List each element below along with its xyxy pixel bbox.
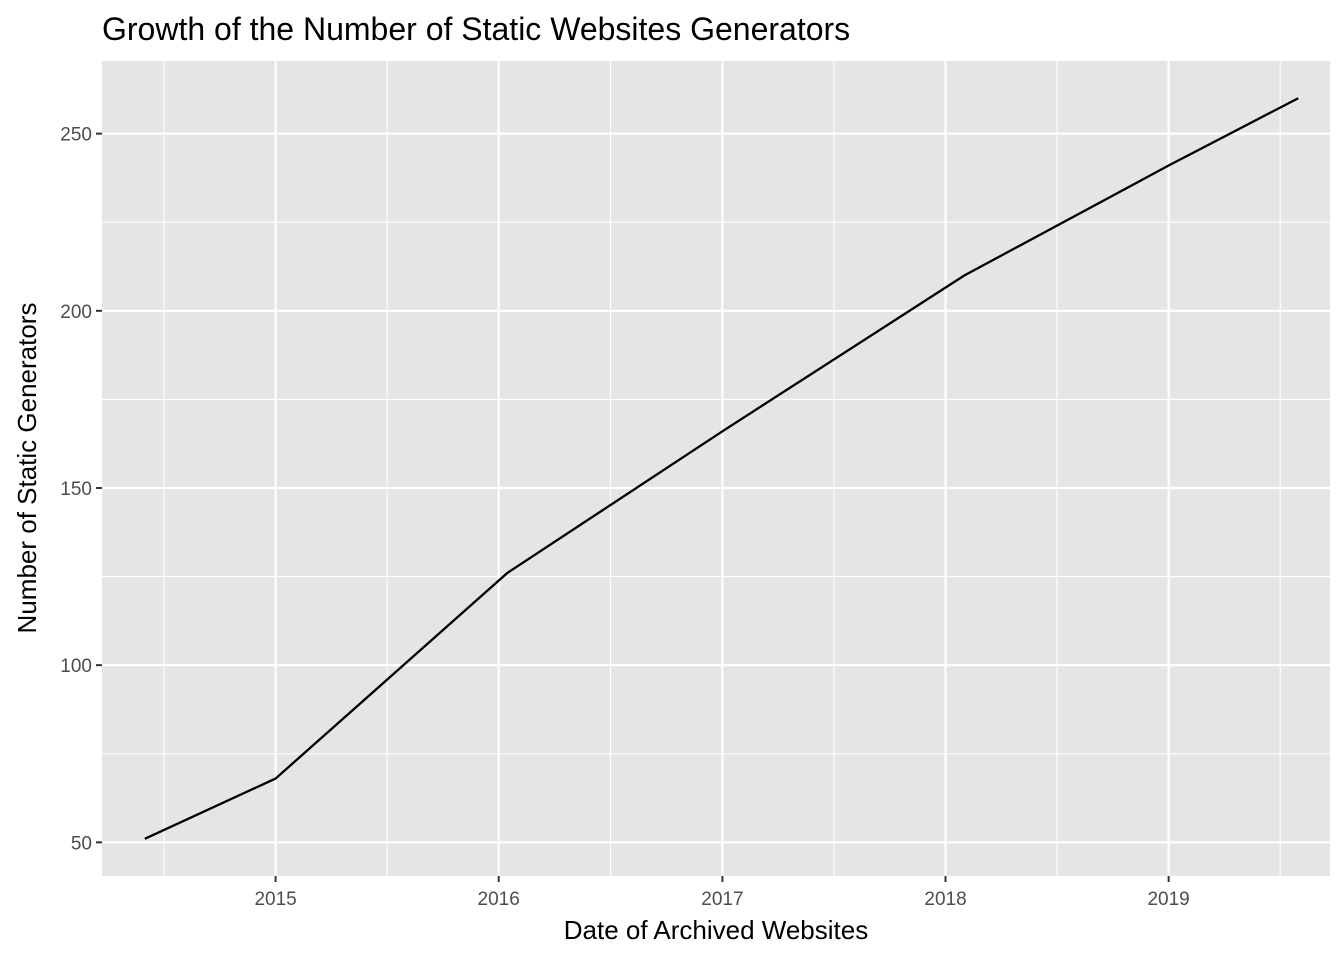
x-tick-label-2: 2017 [701,889,743,910]
minor-gridlines [102,61,1330,876]
x-tick-label-0: 2015 [254,889,296,910]
x-tick-label-1: 2016 [478,889,520,910]
y-tick-label-3: 200 [60,302,92,323]
y-tick-label-4: 250 [60,125,92,146]
y-tick-label-0: 50 [71,833,92,854]
plot-panel [102,61,1330,876]
y-axis-title: Number of Static Generators [12,303,42,634]
series-layer [144,97,1299,840]
x-tick-label-3: 2018 [924,889,966,910]
x-axis-ticks: 2015 2016 2017 2018 2019 [254,876,1190,910]
y-tick-label-2: 150 [60,479,92,500]
x-axis-title: Date of Archived Websites [564,915,868,945]
series-line-0 [144,97,1299,840]
major-gridlines [102,61,1330,876]
x-tick-label-4: 2019 [1147,889,1189,910]
y-axis-ticks: 50 100 150 200 250 [60,125,102,854]
chart-title: Growth of the Number of Static Websites … [102,11,850,47]
y-tick-label-1: 100 [60,656,92,677]
